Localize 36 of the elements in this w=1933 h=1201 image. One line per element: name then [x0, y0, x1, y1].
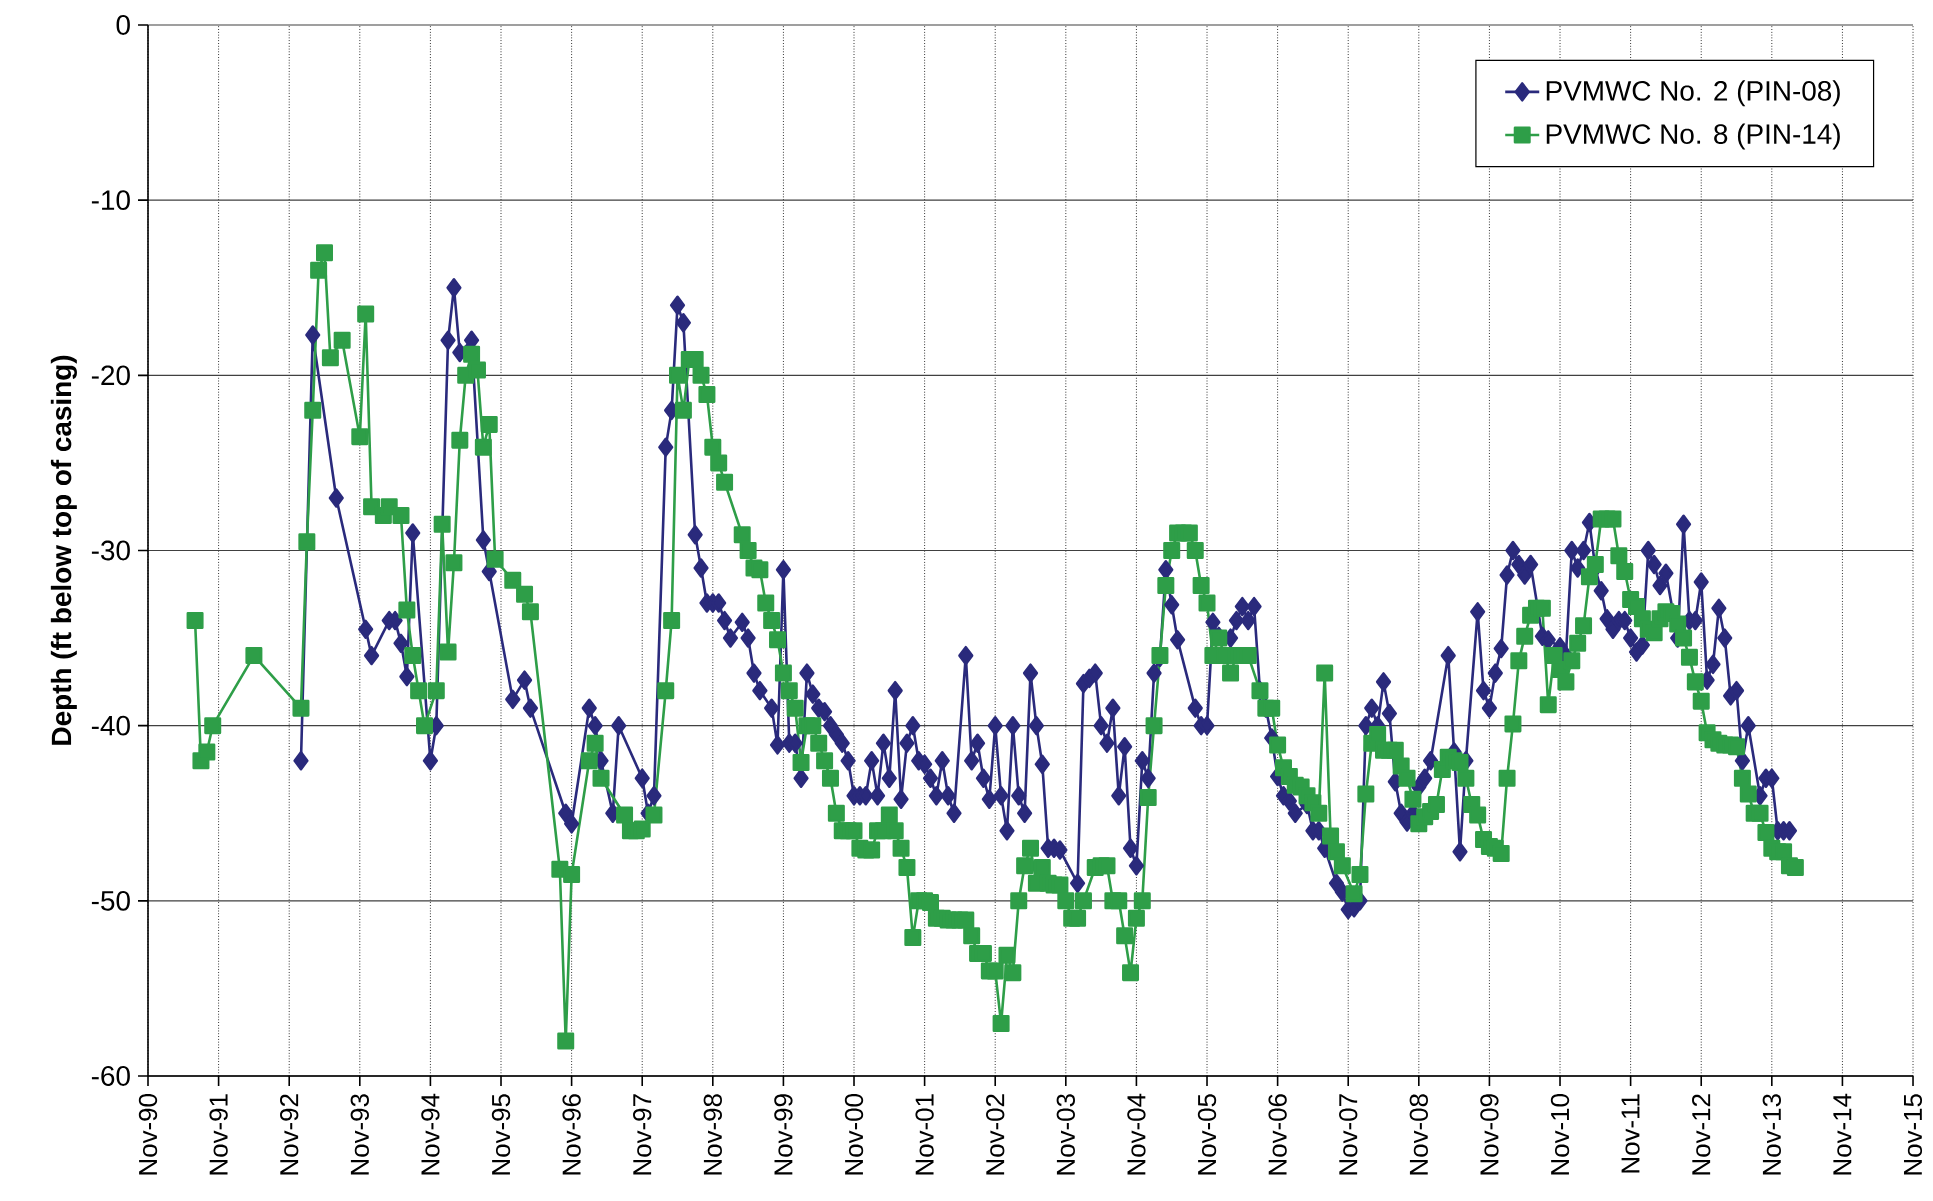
x-tick-label: Nov-91: [209, 1094, 228, 1175]
x-tick-label: Nov-95: [491, 1094, 511, 1175]
x-tick-label: Nov-15: [1903, 1094, 1923, 1175]
y-tick-label: 0: [116, 15, 130, 35]
x-tick-label: Nov-01: [915, 1094, 934, 1175]
y-axis-title: Depth (ft below top of casing): [50, 355, 77, 745]
x-tick-label: Nov-04: [1127, 1093, 1146, 1175]
x-tick-label: Nov-98: [703, 1094, 722, 1175]
x-tick-label: Nov-06: [1268, 1094, 1287, 1175]
x-tick-label: Nov-90: [138, 1094, 158, 1175]
x-tick-label: Nov-10: [1550, 1094, 1570, 1175]
x-tick-label: Nov-12: [1692, 1094, 1711, 1175]
x-tick-label: Nov-05: [1197, 1094, 1217, 1175]
y-tick-label: -20: [91, 365, 130, 386]
x-tick-label: Nov-93: [350, 1094, 369, 1175]
x-tick-label: Nov-14: [1833, 1093, 1852, 1175]
x-tick-label: Nov-03: [1056, 1094, 1075, 1175]
x-tick-label: Nov-07: [1339, 1094, 1358, 1175]
x-tick-label: Nov-96: [562, 1094, 581, 1175]
x-tick-label: Nov-02: [986, 1094, 1005, 1175]
legend-label: PVMWC No. 8 (PIN-14): [1546, 123, 1840, 150]
x-tick-label: Nov-08: [1409, 1094, 1428, 1175]
y-tick-label: -30: [91, 540, 130, 561]
legend-label: PVMWC No. 2 (PIN-08): [1546, 80, 1840, 107]
y-tick-label: -50: [91, 890, 130, 911]
x-tick-label: Nov-92: [280, 1094, 299, 1175]
x-tick-label: Nov-11: [1621, 1094, 1640, 1173]
y-tick-label: -10: [91, 190, 130, 211]
x-tick-label: Nov-00: [844, 1094, 864, 1175]
y-tick-label: -60: [91, 1066, 130, 1086]
y-tick-label: -40: [91, 715, 130, 736]
x-tick-label: Nov-09: [1480, 1094, 1499, 1175]
x-tick-label: Nov-13: [1762, 1094, 1781, 1175]
x-tick-label: Nov-94: [421, 1093, 440, 1175]
x-tick-label: Nov-99: [774, 1094, 793, 1175]
x-tick-label: Nov-97: [633, 1094, 652, 1175]
